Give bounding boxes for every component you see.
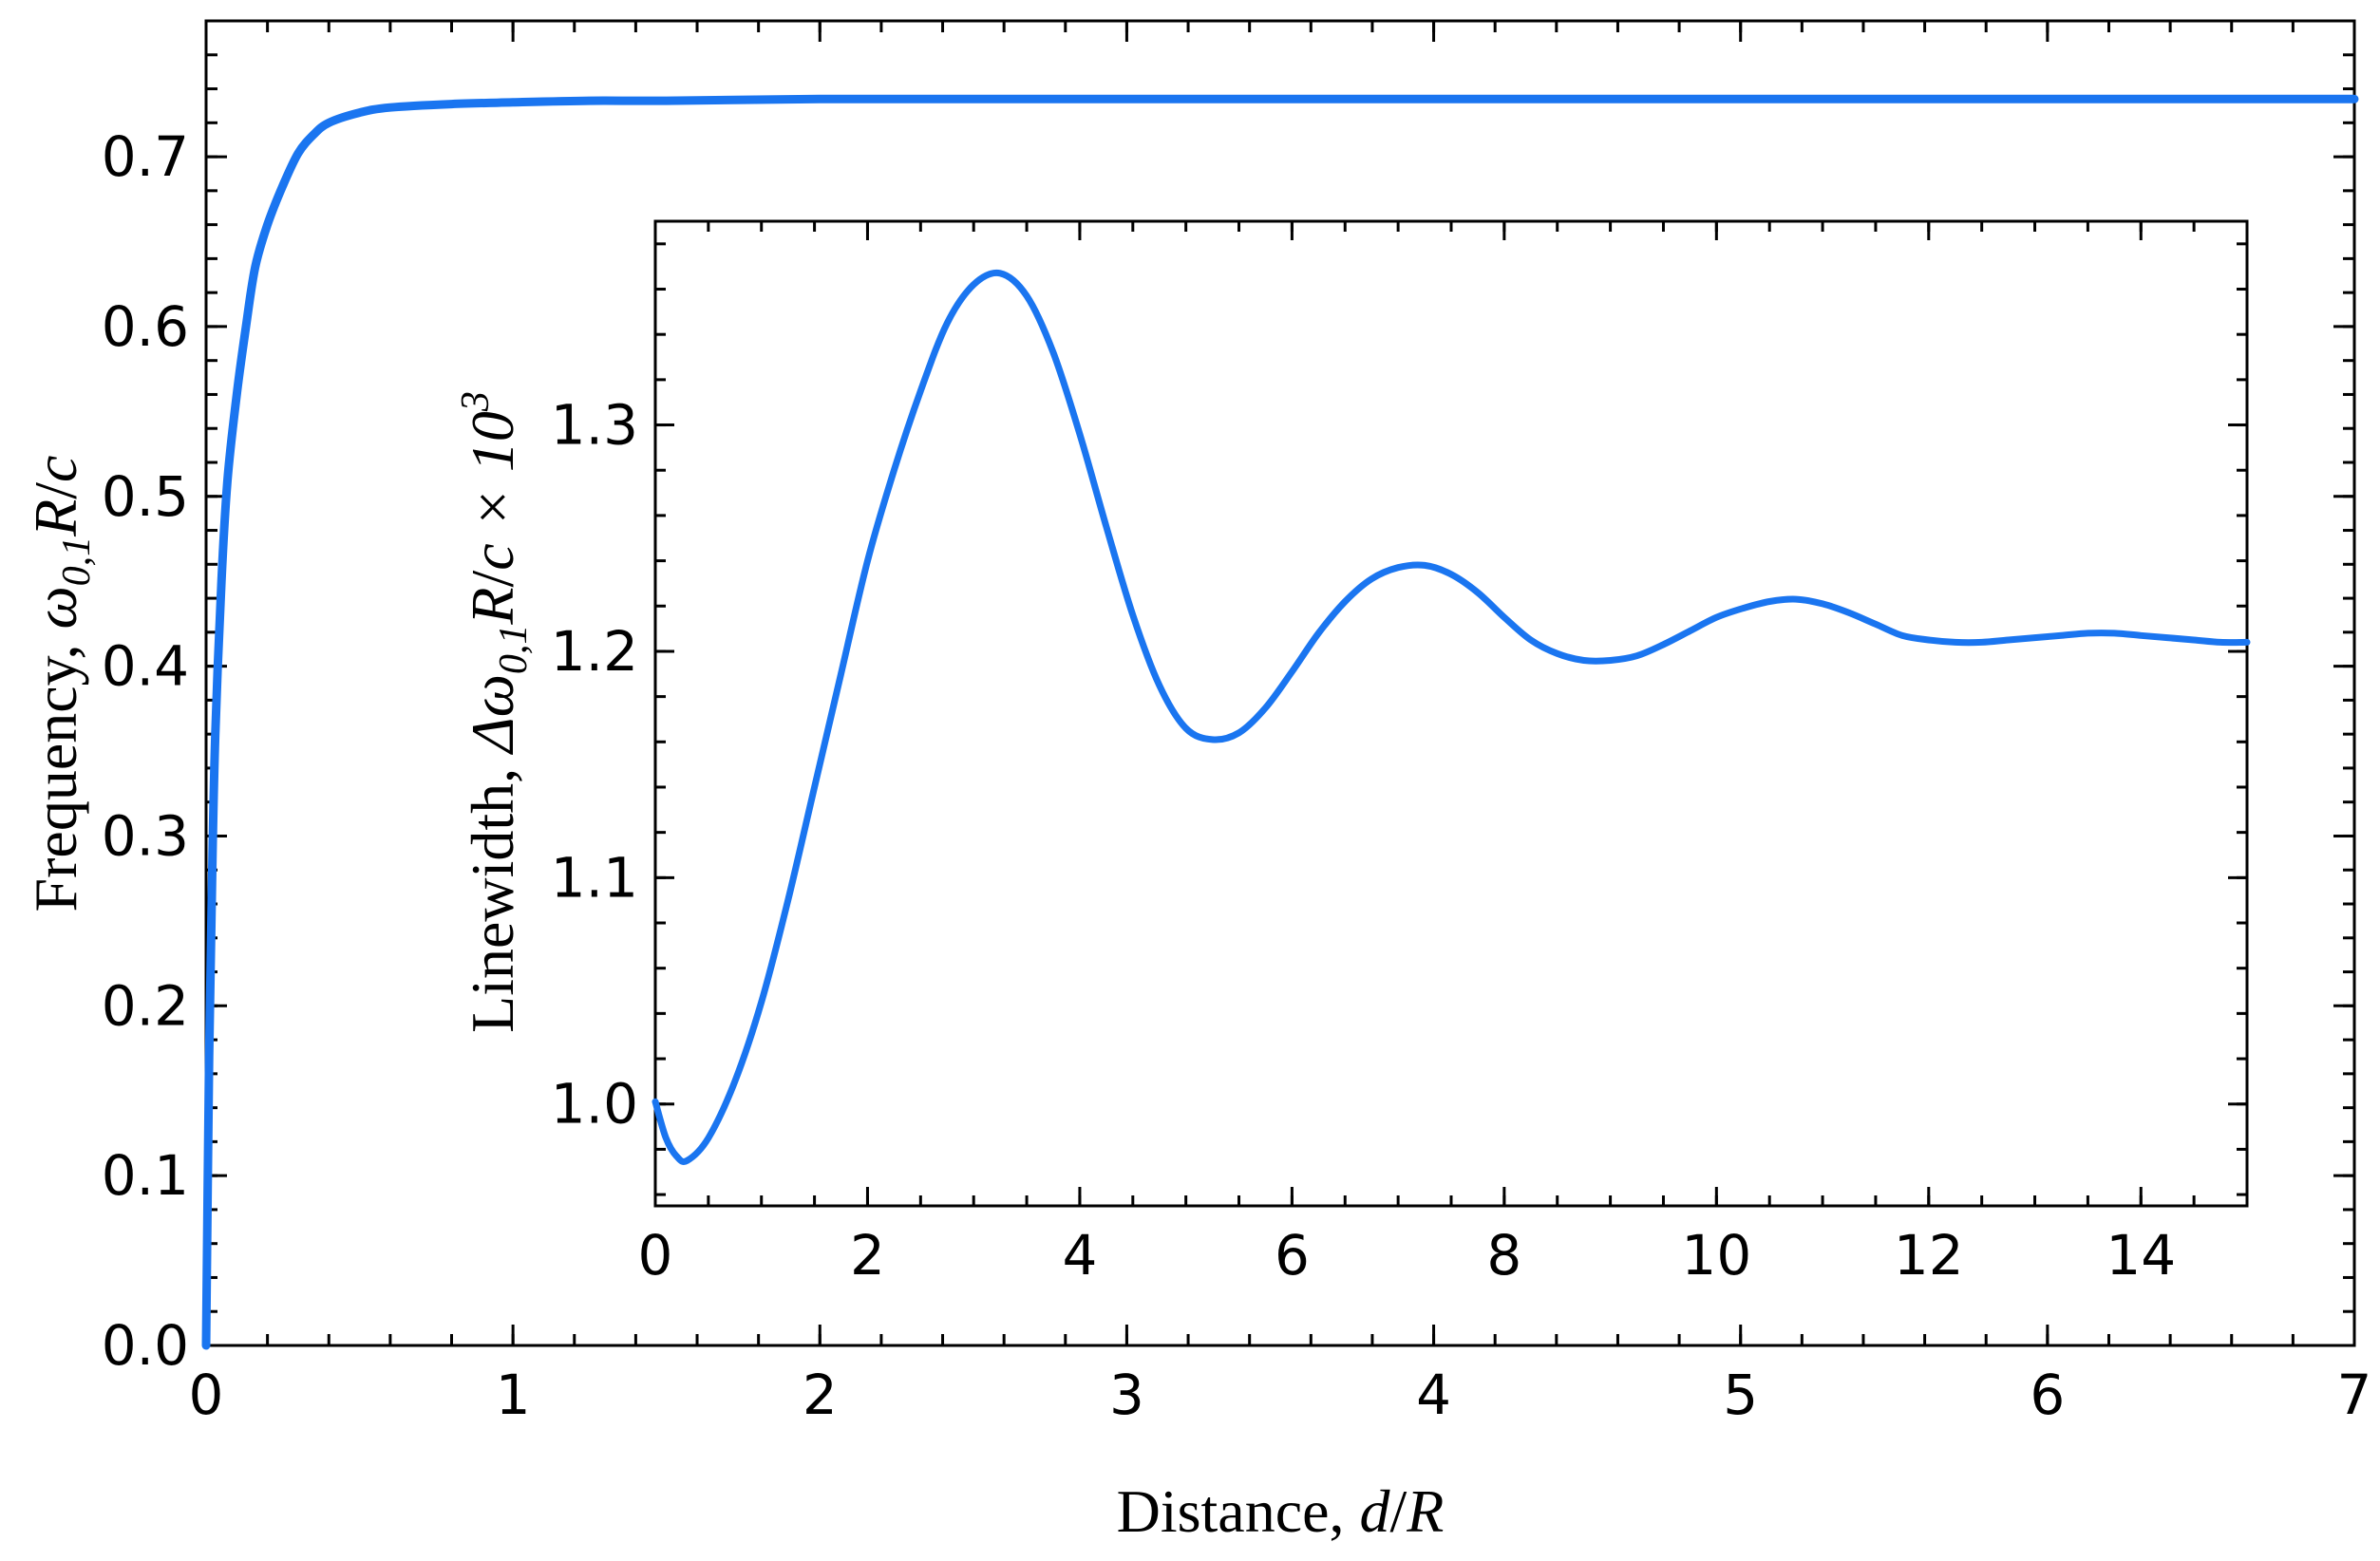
x-title-r: R [1406,1477,1444,1545]
x-tick-label: 12 [1894,1223,1964,1288]
inset-y-title-subscript: 0,1 [492,625,536,675]
inset-plot: 0 2 4 6 8 10 12 14 1.0 1.1 1.2 1.3 [551,219,2251,1288]
main-x-axis-title: Distance, d/R [1117,1477,1445,1545]
inset-x-tick-labels: 0 2 4 6 8 10 12 14 [638,1223,2177,1288]
y-tick-label: 0.3 [102,803,189,868]
inset-y-title-prefix: Linewidth, [459,753,526,1033]
y-title-subscript: 0,1 [55,536,99,587]
y-tick-label: 0.2 [102,973,189,1038]
inset-y-tick-labels: 1.0 1.1 1.2 1.3 [551,393,638,1137]
inset-y-title-delta-omega: Δω [459,674,526,756]
x-tick-label: 4 [1062,1223,1097,1288]
y-tick-label: 1.1 [551,845,638,910]
y-tick-label: 0.7 [102,124,189,189]
y-tick-label: 1.2 [551,619,638,684]
y-tick-label: 0.5 [102,464,189,529]
y-title-omega: ω [22,586,89,629]
x-tick-label: 14 [2106,1223,2176,1288]
x-tick-label: 7 [2337,1363,2372,1427]
y-tick-label: 0.0 [102,1313,189,1378]
inset-y-title-slash: / [459,570,526,587]
y-title-prefix: Frequency, [22,630,89,912]
x-tick-label: 10 [1681,1223,1751,1288]
x-tick-label: 5 [1723,1363,1758,1427]
inset-y-axis-title: Linewidth, Δω0,1R/c × 103 [454,391,536,1033]
main-y-axis-title: Frequency, ω0,1R/c [22,456,99,912]
inset-y-title-r: R [459,587,526,625]
y-tick-label: 0.4 [102,634,189,699]
x-title-d: d [1360,1477,1391,1545]
x-tick-label: 3 [1109,1363,1144,1427]
inset-y-title-exponent: 3 [454,391,498,412]
x-title-prefix: Distance, [1117,1477,1360,1545]
main-x-tick-labels: 0 1 2 3 4 5 6 7 [189,1363,2372,1427]
main-y-tick-labels: 0.0 0.1 0.2 0.3 0.4 0.5 0.6 0.7 [102,124,189,1378]
inset-y-title-times-ten: × 10 [459,411,526,543]
y-title-c: c [22,456,89,482]
y-tick-label: 0.1 [102,1143,189,1208]
inset-y-title-c: c [459,543,526,570]
x-tick-label: 4 [1416,1363,1451,1427]
inset-ticks [653,221,2249,1206]
x-tick-label: 8 [1486,1223,1521,1288]
x-tick-label: 6 [2030,1363,2065,1427]
x-title-slash: / [1390,1477,1407,1545]
frequency-series-line [201,94,2359,1350]
y-title-r: R [22,499,89,537]
y-tick-label: 1.3 [551,393,638,458]
main-plot-frame [204,19,2356,1347]
x-tick-label: 1 [496,1363,531,1427]
linewidth-series-line [652,269,2251,1165]
y-tick-label: 1.0 [551,1072,638,1137]
y-title-slash: / [22,482,89,499]
x-tick-label: 0 [638,1223,673,1288]
x-tick-label: 2 [803,1363,838,1427]
inset-plot-background [655,221,2247,1206]
x-tick-label: 2 [850,1223,885,1288]
x-tick-label: 6 [1275,1223,1310,1288]
x-tick-label: 0 [189,1363,224,1427]
y-tick-label: 0.6 [102,294,189,359]
